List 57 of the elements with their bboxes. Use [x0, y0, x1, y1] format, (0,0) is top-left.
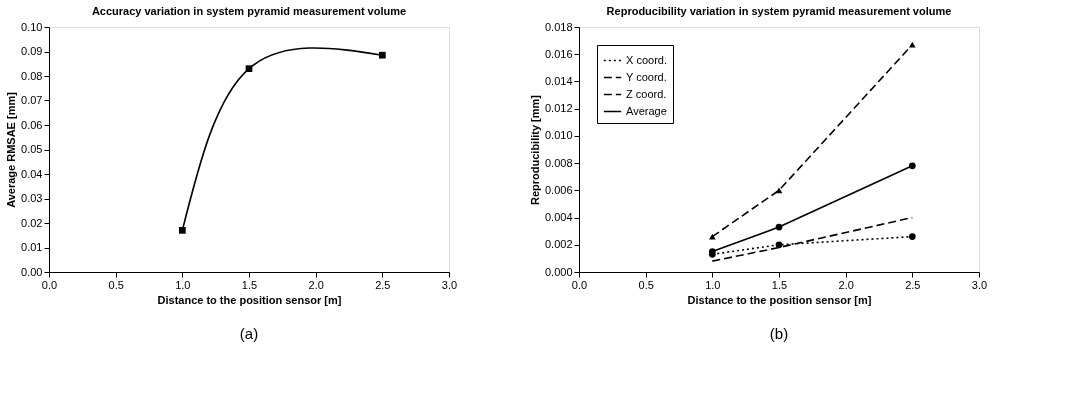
- y-tick-label: 0.00: [21, 265, 43, 278]
- legend-label: Average: [626, 104, 667, 117]
- x-tick-label: 2.5: [375, 278, 391, 291]
- y-tick-label: 0.02: [21, 216, 43, 229]
- legend-label: Z coord.: [626, 87, 667, 100]
- legend-label: X coord.: [626, 53, 667, 66]
- x-axis-title: Distance to the position sensor [m]: [687, 293, 872, 306]
- x-tick-label: 2.0: [308, 278, 324, 291]
- y-tick-label: 0.07: [21, 94, 43, 106]
- point: [775, 187, 783, 194]
- y-tick-label: 0.000: [544, 265, 573, 278]
- point: [245, 65, 253, 72]
- y-tick-label: 0.09: [21, 45, 43, 57]
- y-tick-label: 0.008: [544, 156, 573, 169]
- point: [178, 227, 186, 234]
- text: (b): [769, 325, 789, 342]
- y-tick-label: 0.010: [544, 129, 573, 142]
- y-axis-title: Average RMSAE [mm]: [5, 91, 18, 208]
- x-tick-label: 1.0: [175, 278, 191, 291]
- point: [775, 223, 783, 231]
- x-tick-label: 3.0: [971, 278, 988, 291]
- x-tick-label: 2.0: [838, 278, 854, 291]
- y-tick-label: 0.016: [544, 47, 573, 60]
- x-tick-label: 3.0: [441, 278, 458, 291]
- x-tick-label: 0.5: [108, 278, 124, 291]
- x-tick-label: 1.5: [241, 278, 258, 291]
- y-tick-label: 0.06: [21, 118, 43, 131]
- point: [908, 162, 916, 170]
- y-tick-label: 0.10: [21, 20, 43, 33]
- x-tick-label: 2.5: [905, 278, 921, 291]
- y-tick-label: 0.004: [544, 211, 573, 224]
- y-tick-label: 0.01: [21, 241, 43, 253]
- x-tick-label: 0.5: [638, 278, 654, 291]
- y-tick-label: 0.006: [544, 183, 573, 196]
- text: (a): [239, 325, 259, 342]
- y-tick-label: 0.03: [21, 192, 43, 204]
- chart-title: Reproducibility variation in system pyramid measurement volume: [606, 5, 952, 17]
- y-tick-label: 0.04: [21, 167, 43, 180]
- y-tick-label: 0.014: [544, 74, 573, 87]
- legend-label: Y coord.: [626, 70, 667, 83]
- point: [708, 233, 716, 240]
- y-tick-label: 0.08: [21, 69, 43, 82]
- y-tick-label: 0.012: [544, 102, 573, 115]
- x-axis-title: Distance to the position sensor [m]: [157, 293, 342, 306]
- y-tick-label: 0.018: [544, 20, 573, 33]
- point: [908, 233, 916, 240]
- x-tick-label: 0.0: [41, 278, 58, 291]
- y-tick-label: 0.05: [21, 143, 43, 155]
- x-tick-label: 1.0: [705, 278, 721, 291]
- point: [775, 241, 783, 249]
- y-axis-title: Reproducibility [mm]: [528, 94, 541, 206]
- x-tick-label: 1.5: [771, 278, 788, 291]
- point: [378, 51, 386, 59]
- y-tick-label: 0.002: [544, 238, 573, 251]
- x-tick-label: 0.0: [571, 278, 588, 291]
- point: [908, 41, 916, 48]
- chart-title: Accuracy variation in system pyramid measurement volume: [91, 5, 407, 17]
